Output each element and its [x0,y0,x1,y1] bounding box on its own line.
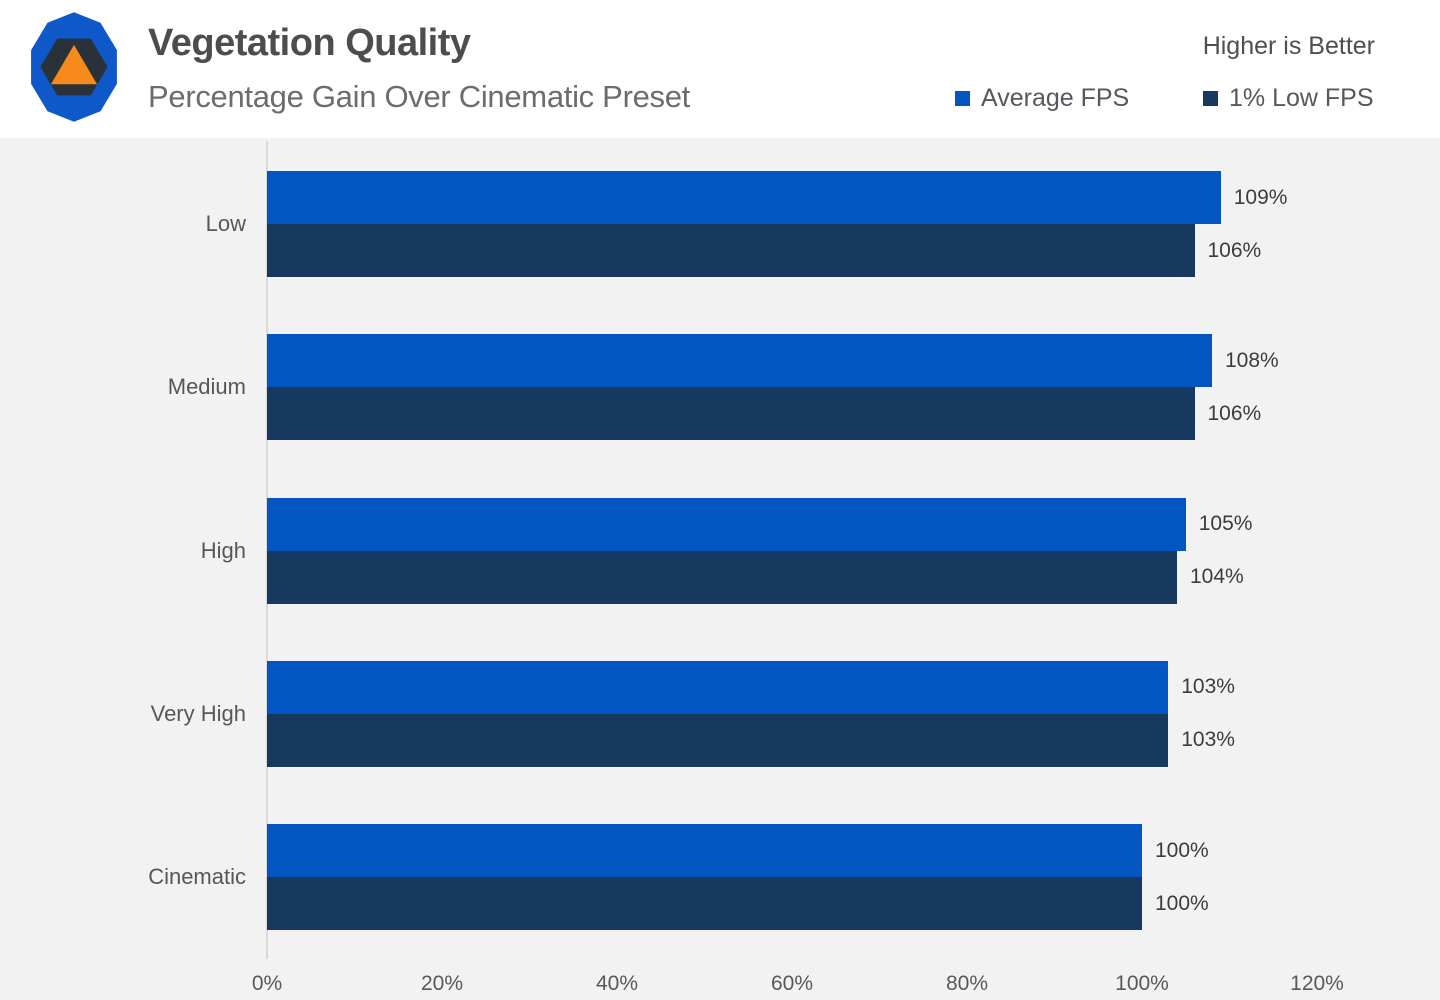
bar-group: High 105% 104% [0,497,1440,604]
average-fps-bar [267,334,1212,388]
x-axis-tick-label: 0% [251,972,283,995]
1pct-low-fps-value-label: 106% [1207,238,1262,262]
x-axis-tick-label: 40% [595,972,639,995]
x-axis-tick-label: 100% [1115,972,1169,995]
average-fps-swatch-icon [955,90,970,106]
legend-label-average-fps: Average FPS [981,83,1130,112]
1pct-low-fps-bar [267,387,1195,441]
category-label: Very High [150,700,246,726]
1pct-low-fps-value-label: 100% [1155,891,1209,915]
1pct-low-fps-value-label: 103% [1181,728,1235,752]
higher-is-better-note: Higher is Better [1202,32,1375,60]
average-fps-value-label: 103% [1181,675,1235,699]
1pct-low-fps-bar [267,224,1195,277]
category-label: High [200,537,246,563]
1pct-low-fps-value-label: 106% [1207,401,1262,425]
bar-group: Cinematic 100% 100% [0,824,1440,930]
chart-title: Vegetation Quality [148,22,471,64]
bar-group: Medium 108% 106% [0,334,1440,441]
plot-area: Low 109% 106% Medium 108% 106% High 105%… [0,138,1440,1000]
1pct-low-fps-bar [267,550,1177,604]
x-axis-tick-label: 60% [770,972,814,995]
category-label: Medium [167,374,246,400]
average-fps-bar [267,660,1169,714]
category-label: Low [205,211,246,236]
legend-item-average-fps: Average FPS [955,84,1129,112]
average-fps-value-label: 109% [1233,185,1288,209]
average-fps-bar [267,497,1186,551]
chart-header: Vegetation Quality Percentage Gain Over … [0,0,1440,138]
bar-group: Low 109% 106% [0,171,1440,277]
average-fps-bar [267,824,1142,877]
legend-label-1pct-low-fps: 1% Low FPS [1229,83,1374,112]
brand-logo-icon [31,12,117,122]
average-fps-value-label: 108% [1225,348,1279,372]
1pct-low-fps-swatch-icon [1203,90,1218,106]
1pct-low-fps-bar [267,877,1142,930]
bar-group: Very High 103% 103% [0,660,1440,767]
1pct-low-fps-value-label: 104% [1190,565,1244,588]
x-axis-tick-label: 20% [420,972,464,995]
logo-triangle [50,44,98,85]
average-fps-value-label: 105% [1198,512,1253,535]
chart-subtitle: Percentage Gain Over Cinematic Preset [148,79,690,114]
legend-item-1pct-low-fps: 1% Low FPS [1203,84,1374,112]
category-label: Cinematic [148,864,246,889]
x-axis-tick-label: 80% [945,972,989,995]
x-axis-tick-label: 120% [1290,972,1344,995]
1pct-low-fps-bar [267,713,1169,767]
average-fps-value-label: 100% [1155,838,1209,862]
average-fps-bar [267,171,1221,224]
